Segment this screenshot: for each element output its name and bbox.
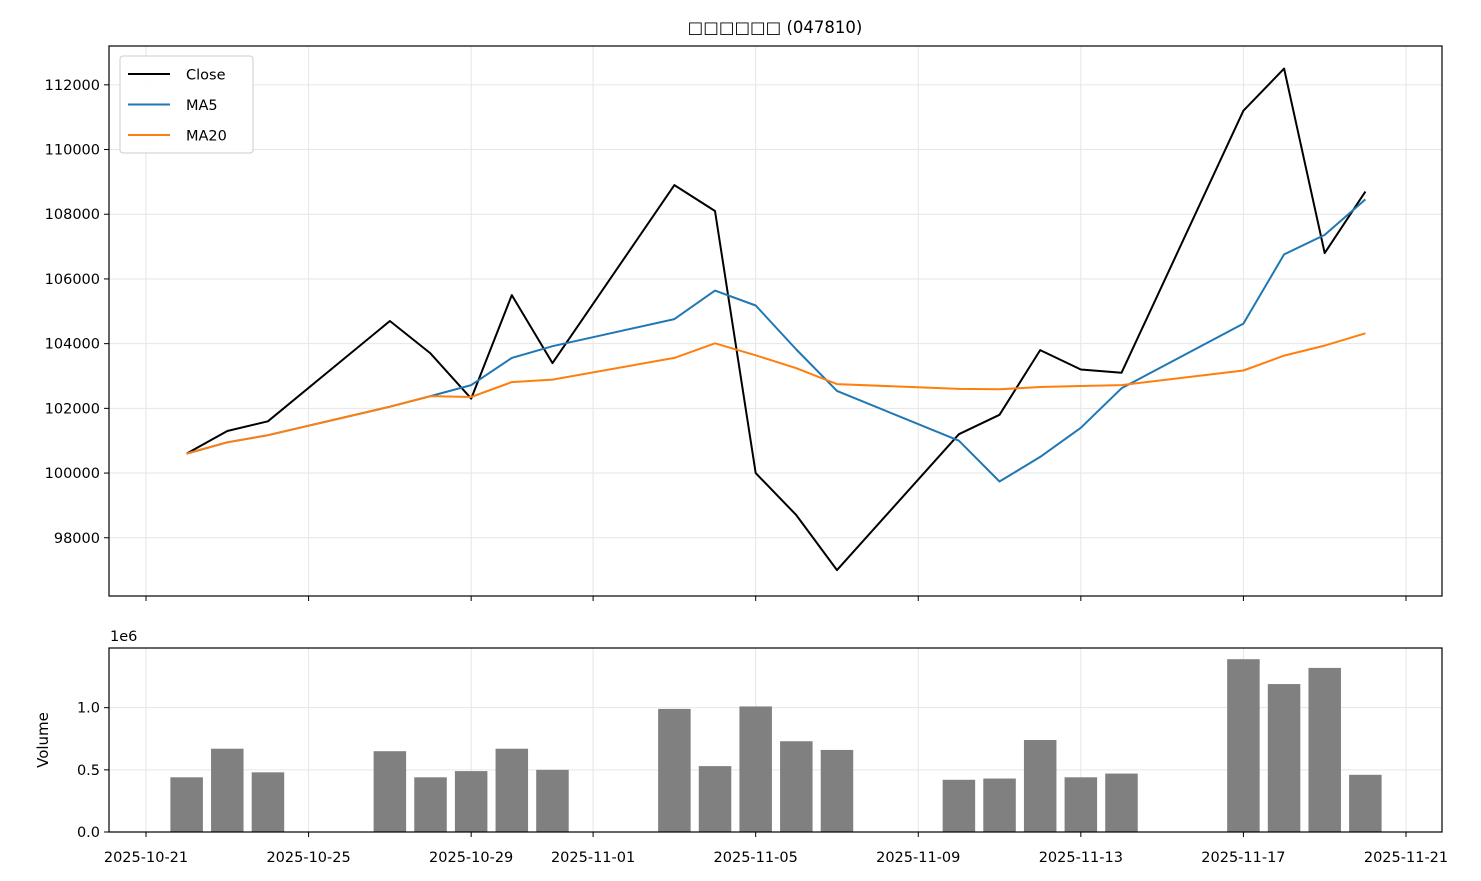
x-tick-label: 2025-11-05 [714, 850, 798, 866]
volume-bar [1227, 659, 1260, 832]
volume-bar [1349, 774, 1382, 832]
volume-y-tick-label: 1.0 [77, 701, 100, 717]
price-y-tick-label: 104000 [45, 337, 100, 353]
volume-bar [658, 708, 691, 832]
volume-bar [698, 766, 732, 832]
volume-plot-frame [108, 647, 1443, 833]
x-tick-label: 2025-11-01 [551, 850, 635, 866]
series-line-close [186, 67, 1367, 572]
volume-bar [1023, 740, 1057, 832]
volume-panel: 2025-10-21 2025-10-25 2025-10-29 2025-11-01… [34, 629, 1448, 866]
volume-bar [170, 777, 203, 832]
volume-bar [942, 779, 976, 832]
chart-title: □□□□□□ (047810) [688, 18, 863, 37]
price-y-tick-label: 98000 [54, 531, 100, 547]
volume-bar [454, 771, 488, 832]
volume-y-tick-label: 0.5 [77, 763, 100, 779]
price-y-tick-label: 110000 [45, 143, 100, 159]
legend-label-ma20: MA20 [186, 129, 227, 145]
volume-bar [780, 741, 813, 832]
x-tick-label: 2025-11-13 [1039, 850, 1123, 866]
volume-bar [251, 772, 285, 832]
volume-bar [1105, 773, 1138, 832]
price-y-tick-label: 102000 [45, 401, 100, 417]
price-panel: 98000 100000 102000 104000 106000 108000 11000… [45, 45, 1443, 601]
legend-label-close: Close [186, 68, 226, 84]
volume-offset-label: 1e6 [110, 629, 137, 645]
volume-bar [983, 778, 1016, 832]
volume-y-axis-label: Volume [34, 712, 52, 768]
volume-bar [211, 748, 244, 832]
volume-bar [495, 748, 529, 832]
volume-bar [739, 706, 772, 832]
x-tick-label: 2025-10-29 [429, 850, 513, 866]
legend-box [119, 55, 254, 154]
volume-bar [536, 769, 569, 832]
volume-bar [1308, 667, 1341, 832]
volume-bar [820, 749, 854, 832]
price-y-tick-label: 106000 [45, 272, 100, 288]
series-line-ma20 [186, 332, 1366, 455]
legend: Close MA5 MA20 [119, 55, 254, 154]
price-y-tick-label: 108000 [45, 207, 100, 223]
x-tick-label: 2025-10-21 [104, 850, 188, 866]
price-y-tick-label: 112000 [45, 78, 100, 94]
legend-label-ma5: MA5 [186, 98, 218, 114]
x-tick-label: 2025-11-17 [1201, 850, 1285, 866]
volume-bar [1267, 684, 1301, 832]
x-tick-label: 2025-11-21 [1364, 850, 1448, 866]
price-y-tick-label: 100000 [45, 466, 100, 482]
x-tick-label: 2025-11-09 [876, 850, 960, 866]
volume-y-tick-label: 0.0 [77, 825, 100, 841]
x-tick-label: 2025-10-25 [266, 850, 350, 866]
volume-bar [1064, 777, 1098, 832]
price-plot-frame [108, 45, 1443, 597]
series-line-ma5 [186, 198, 1367, 483]
volume-bar [373, 751, 407, 832]
volume-bar [414, 777, 447, 832]
